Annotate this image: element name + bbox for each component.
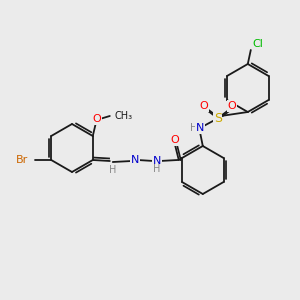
Text: N: N — [130, 155, 139, 165]
Text: S: S — [214, 112, 222, 124]
Text: H: H — [190, 123, 197, 133]
Text: Cl: Cl — [253, 39, 264, 49]
Text: O: O — [170, 135, 179, 145]
Text: H: H — [109, 165, 116, 175]
Text: O: O — [200, 101, 208, 111]
Text: Br: Br — [16, 155, 28, 165]
Text: CH₃: CH₃ — [115, 111, 133, 121]
Text: O: O — [92, 114, 101, 124]
Text: N: N — [153, 156, 161, 166]
Text: N: N — [196, 123, 204, 133]
Text: H: H — [153, 164, 160, 174]
Text: O: O — [227, 101, 236, 111]
